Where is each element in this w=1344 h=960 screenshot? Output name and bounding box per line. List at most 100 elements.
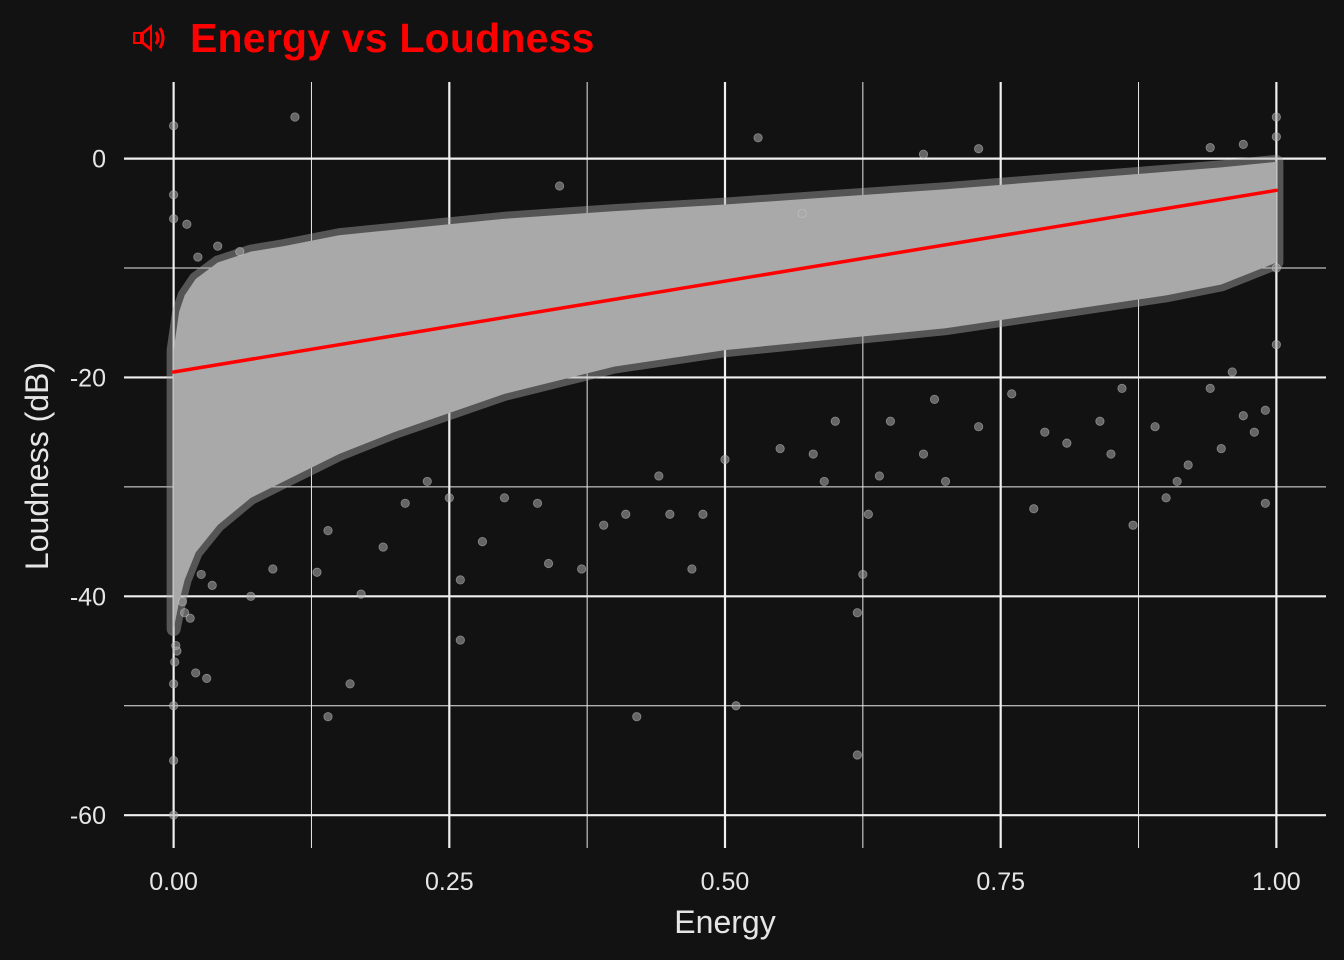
- scatter-point: [1128, 520, 1138, 530]
- scatter-point: [1260, 405, 1270, 415]
- scatter-points: [169, 112, 1281, 820]
- scatter-point: [312, 567, 322, 577]
- scatter-point: [665, 509, 675, 519]
- scatter-point: [1227, 367, 1237, 377]
- scatter-point: [974, 422, 984, 432]
- x-tick-label: 0.25: [425, 868, 474, 896]
- scatter-point: [455, 575, 465, 585]
- scatter-point: [499, 493, 510, 503]
- scatter-point: [654, 471, 664, 481]
- scatter-point: [213, 241, 223, 251]
- point-cloud: [166, 154, 1284, 637]
- scatter-point: [858, 569, 868, 580]
- y-axis-label: Loudness (dB): [19, 362, 55, 570]
- scatter-point: [169, 810, 179, 820]
- scatter-point: [169, 701, 179, 711]
- scatter-point: [687, 564, 697, 574]
- scatter-point: [577, 564, 587, 574]
- scatter-point: [169, 190, 179, 200]
- scatter-point: [632, 712, 642, 722]
- scatter-point: [830, 416, 840, 426]
- chart-title-text: Energy vs Loudness: [190, 14, 595, 61]
- scatter-point: [974, 144, 984, 154]
- scatter-point: [621, 509, 631, 519]
- scatter-point: [207, 580, 217, 590]
- scatter-point: [819, 476, 829, 487]
- scatter-point: [775, 443, 785, 454]
- scatter-point: [1040, 427, 1050, 437]
- x-tick-label: 0.75: [976, 868, 1025, 896]
- scatter-point: [1007, 389, 1017, 399]
- scatter-point: [543, 558, 554, 569]
- scatter-point: [1117, 383, 1127, 393]
- scatter-point: [444, 493, 454, 503]
- scatter-point: [455, 635, 465, 645]
- x-tick-label: 0.00: [149, 868, 198, 896]
- y-tick-label: 0: [92, 146, 106, 174]
- x-tick-label: 0.50: [701, 868, 750, 896]
- scatter-point: [731, 701, 741, 711]
- scatter-point: [1216, 443, 1226, 454]
- scatter-point: [345, 679, 355, 689]
- scatter-point: [290, 112, 300, 122]
- scatter-point: [554, 181, 565, 191]
- scatter-point: [202, 673, 212, 683]
- scatter-point: [1260, 498, 1270, 508]
- scatter-point: [1183, 460, 1193, 470]
- scatter-point: [1205, 143, 1215, 153]
- scatter-point: [171, 640, 181, 651]
- scatter-point: [180, 608, 190, 618]
- scatter-point: [246, 591, 256, 601]
- y-axis-ticks: 0 -20 -40 -60: [70, 146, 106, 831]
- scatter-point: [1172, 476, 1182, 487]
- scatter-point: [1150, 422, 1160, 432]
- scatter-point: [1238, 139, 1248, 149]
- scatter-point: [196, 569, 206, 580]
- x-tick-label: 1.00: [1252, 868, 1301, 896]
- trend-line: [171, 188, 1279, 374]
- scatter-point: [356, 589, 366, 599]
- scatter-point: [753, 133, 763, 143]
- speaker-icon: [133, 24, 165, 52]
- scatter-point: [874, 471, 884, 481]
- y-tick-label: -20: [70, 364, 106, 392]
- y-tick-label: -60: [70, 802, 106, 830]
- scatter-point: [177, 597, 188, 607]
- scatter-point: [1271, 132, 1281, 142]
- trend-line-group: [171, 188, 1279, 374]
- scatter-point: [169, 679, 179, 689]
- scatter-point: [698, 509, 708, 519]
- scatter-point: [235, 247, 245, 257]
- chart-title: Energy vs Loudness: [130, 14, 595, 62]
- scatter-point: [852, 608, 862, 618]
- scatter-point: [797, 208, 807, 218]
- scatter-point: [852, 750, 862, 760]
- scatter-point: [940, 476, 951, 487]
- scatter-point: [1106, 449, 1116, 459]
- scatter-point: [1062, 438, 1072, 448]
- dense-point-band-edge: [166, 154, 1284, 637]
- scatter-point: [169, 755, 179, 766]
- scatter-point: [193, 252, 203, 262]
- x-axis-ticks: 0.00 0.25 0.50 0.75 1.00: [149, 868, 1300, 896]
- scatter-point: [422, 476, 432, 487]
- scatter-point: [1249, 427, 1259, 437]
- scatter-point: [599, 520, 609, 530]
- scatter-point: [170, 657, 180, 667]
- x-axis-label: Energy: [674, 904, 775, 940]
- scatter-point: [1238, 411, 1248, 421]
- scatter-point: [918, 449, 929, 459]
- scatter-point: [532, 498, 543, 508]
- scatter-point: [863, 509, 873, 519]
- scatter-point: [477, 536, 487, 547]
- scatter-point: [885, 416, 896, 426]
- scatter-point: [323, 526, 333, 536]
- scatter-point: [268, 564, 278, 574]
- scatter-point: [185, 613, 195, 623]
- scatter-point: [1271, 112, 1281, 122]
- scatter-point: [929, 394, 940, 404]
- scatter-point: [323, 712, 333, 722]
- scatter-point: [808, 449, 818, 459]
- scatter-point: [1205, 383, 1215, 393]
